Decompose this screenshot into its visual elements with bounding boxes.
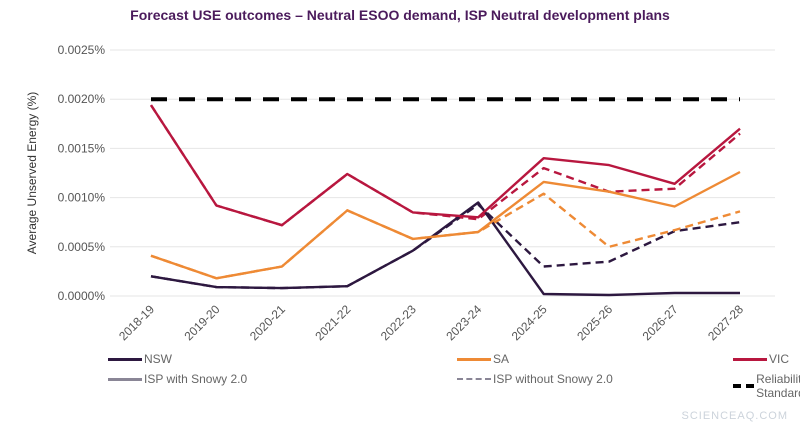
series-line-nsw [150,201,740,297]
x-tick-label: 2027-28 [705,302,746,343]
legend-item: SA [457,352,509,366]
x-tick-label: 2022-23 [378,302,419,343]
x-tick-label: 2025-26 [574,302,615,343]
y-axis-label: Average Unserved Energy (%) [25,92,39,255]
y-tick-label: 0.0020% [58,92,106,106]
watermark: SCIENCEAQ.COM [681,410,788,422]
legend-label: NSW [144,352,172,366]
legend-label: Reliability Standard [756,372,800,400]
legend-swatch [457,378,491,380]
legend-swatch [108,357,142,361]
series-line-vic-without-snowy [149,104,741,227]
legend-label: VIC [769,352,790,366]
legend-swatch [457,357,491,361]
x-tick-label: 2023-24 [443,302,484,343]
x-tick-label: 2018-19 [116,302,157,343]
legend-label: ISP with Snowy 2.0 [144,372,248,386]
x-tick-label: 2021-22 [312,302,353,343]
legend-swatch [733,384,755,388]
chart-title: Forecast USE outcomes – Neutral ESOO dem… [130,7,670,23]
legend-item: ISP without Snowy 2.0 [457,372,613,386]
legend-swatch [108,377,142,381]
series-line-vic [149,104,741,227]
legend-label: SA [493,352,510,366]
legend-label: ISP without Snowy 2.0 [493,372,613,386]
x-tick-label: 2019-20 [182,302,223,343]
x-tick-label: 2024-25 [509,302,550,343]
y-tick-label: 0.0000% [58,289,106,303]
legend-item: NSW [108,352,172,366]
series-line-sa [150,170,741,280]
legend-item: ISP with Snowy 2.0 [108,372,247,386]
legend-swatch [733,357,767,361]
x-tick-label: 2020-21 [247,302,288,343]
y-tick-label: 0.0010% [58,191,106,205]
y-tick-label: 0.0025% [58,43,106,57]
y-tick-label: 0.0005% [58,240,106,254]
y-tick-label: 0.0015% [58,141,106,155]
legend-item: VIC [733,352,789,366]
x-tick-label: 2026-27 [640,302,681,343]
legend-item: Reliability Standard [733,372,800,400]
